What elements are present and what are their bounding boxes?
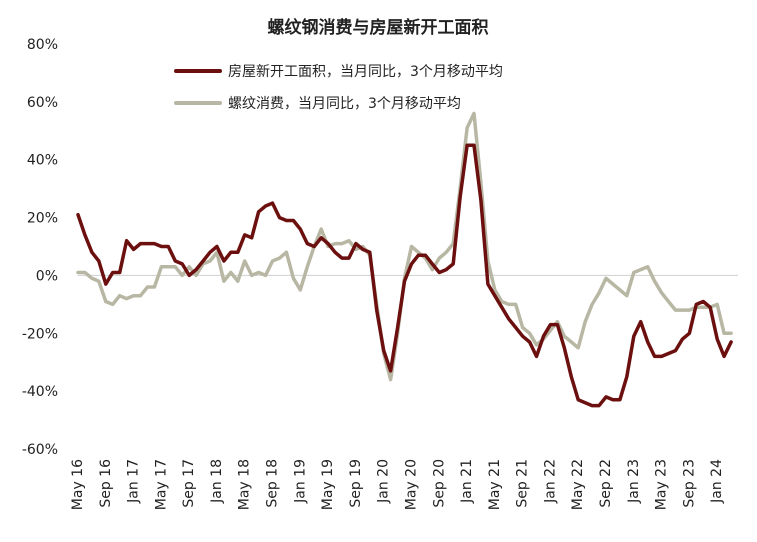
x-tick-label: May 19 — [320, 459, 336, 510]
x-tick-label: May 17 — [153, 459, 169, 510]
x-tick-label: May 18 — [237, 459, 253, 510]
y-tick-label: 20% — [27, 211, 58, 227]
legend: 房屋新开工面积，当月同比，3个月移动平均 螺纹消费，当月同比，3个月移动平均 — [174, 64, 503, 112]
y-tick-label: 40% — [27, 153, 58, 169]
x-tick-label: Jan 17 — [126, 459, 142, 504]
x-tick-label: Sep 16 — [98, 459, 114, 508]
x-tick-label: Jan 20 — [376, 459, 392, 504]
x-tick-label: May 16 — [70, 459, 86, 510]
y-tick-label: 0% — [36, 268, 58, 284]
series-line-1 — [76, 143, 733, 408]
x-tick-label: Sep 22 — [598, 459, 614, 508]
x-tick-label: Sep 17 — [181, 459, 197, 508]
x-tick-label: Sep 20 — [431, 459, 447, 508]
legend-label-series-2: 螺纹消费，当月同比，3个月移动平均 — [228, 96, 461, 112]
y-tick-label: -60% — [22, 442, 58, 458]
x-tick-label: Jan 22 — [542, 459, 558, 504]
x-tick-label: Jan 18 — [209, 459, 225, 504]
x-tick-label: May 22 — [570, 459, 586, 510]
y-axis: 80% 60% 40% 20% 0% -20% -40% -60% — [22, 37, 58, 458]
y-tick-label: 80% — [27, 37, 58, 53]
x-tick-label: May 20 — [403, 459, 419, 510]
y-tick-label: 60% — [27, 95, 58, 111]
y-tick-label: -20% — [22, 326, 58, 342]
x-tick-label: May 23 — [654, 459, 670, 510]
legend-label-series-1: 房屋新开工面积，当月同比，3个月移动平均 — [228, 64, 503, 80]
x-tick-label: May 21 — [487, 459, 503, 510]
series-group — [76, 111, 733, 408]
x-tick-label: Jan 21 — [459, 459, 475, 504]
x-axis: May 16 Sep 16 Jan 17 May 17 Sep 17 Jan 18 May … — [70, 459, 725, 510]
x-tick-label: Sep 23 — [681, 459, 697, 508]
x-tick-label: Jan 23 — [626, 459, 642, 504]
x-tick-label: Sep 18 — [265, 459, 281, 508]
y-tick-label: -40% — [22, 384, 58, 400]
x-tick-label: Sep 19 — [348, 459, 364, 508]
x-tick-label: Jan 19 — [292, 459, 308, 504]
chart-title: 螺纹钢消费与房屋新开工面积 — [268, 17, 489, 38]
x-tick-label: Jan 24 — [709, 459, 725, 504]
x-tick-label: Sep 21 — [515, 459, 531, 508]
